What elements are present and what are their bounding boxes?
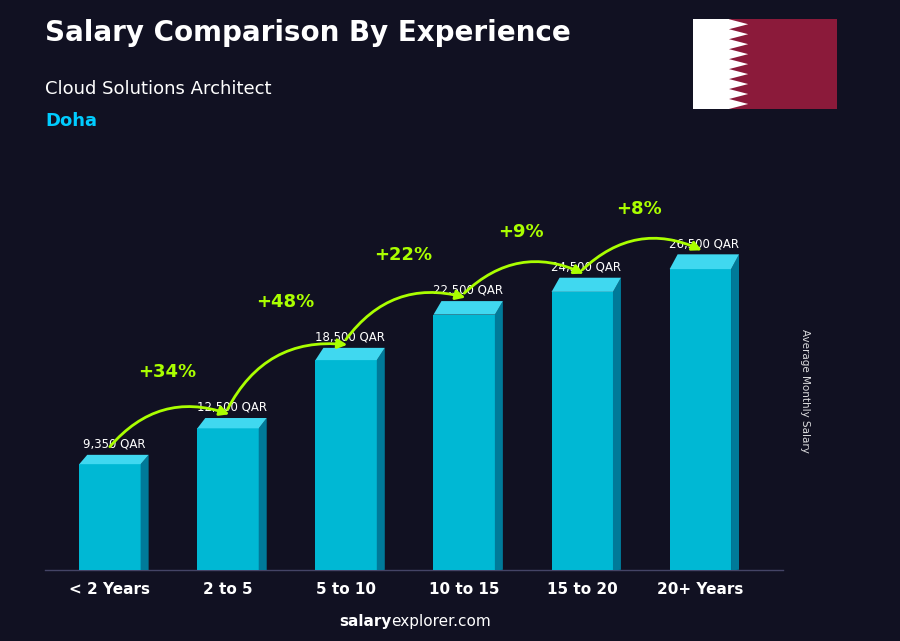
Polygon shape [729, 39, 748, 49]
Polygon shape [729, 79, 748, 89]
Text: Cloud Solutions Architect: Cloud Solutions Architect [45, 80, 272, 98]
Polygon shape [670, 269, 731, 570]
Polygon shape [729, 29, 748, 39]
Polygon shape [315, 348, 385, 360]
Text: Average Monthly Salary: Average Monthly Salary [800, 329, 811, 453]
Polygon shape [693, 19, 837, 109]
Polygon shape [552, 292, 613, 570]
Text: Salary Comparison By Experience: Salary Comparison By Experience [45, 19, 571, 47]
Text: 9,350 QAR: 9,350 QAR [83, 438, 145, 451]
Polygon shape [729, 99, 748, 109]
Polygon shape [434, 315, 495, 570]
Polygon shape [258, 418, 266, 570]
Polygon shape [315, 360, 377, 570]
Text: 26,500 QAR: 26,500 QAR [670, 237, 739, 250]
Polygon shape [670, 254, 739, 269]
Text: Doha: Doha [45, 112, 97, 130]
Text: 22,500 QAR: 22,500 QAR [433, 284, 503, 297]
Text: +34%: +34% [138, 363, 196, 381]
Polygon shape [79, 464, 140, 570]
Polygon shape [729, 49, 748, 59]
Text: +22%: +22% [374, 246, 432, 264]
Polygon shape [729, 59, 748, 69]
Text: +8%: +8% [616, 199, 662, 217]
Text: +48%: +48% [256, 293, 314, 311]
Text: 24,500 QAR: 24,500 QAR [552, 260, 621, 274]
Polygon shape [729, 89, 748, 99]
Polygon shape [197, 418, 266, 428]
Polygon shape [140, 455, 148, 570]
Polygon shape [377, 348, 385, 570]
Text: 12,500 QAR: 12,500 QAR [197, 401, 267, 414]
Polygon shape [552, 278, 621, 292]
Polygon shape [79, 455, 148, 464]
Text: +9%: +9% [499, 223, 544, 241]
Text: salary: salary [339, 615, 392, 629]
Polygon shape [197, 428, 258, 570]
Polygon shape [434, 301, 503, 315]
Polygon shape [693, 19, 729, 109]
Polygon shape [729, 69, 748, 79]
Polygon shape [731, 254, 739, 570]
Polygon shape [729, 19, 748, 29]
Polygon shape [613, 278, 621, 570]
Polygon shape [495, 301, 503, 570]
Text: explorer.com: explorer.com [392, 615, 491, 629]
Text: 18,500 QAR: 18,500 QAR [315, 331, 385, 344]
